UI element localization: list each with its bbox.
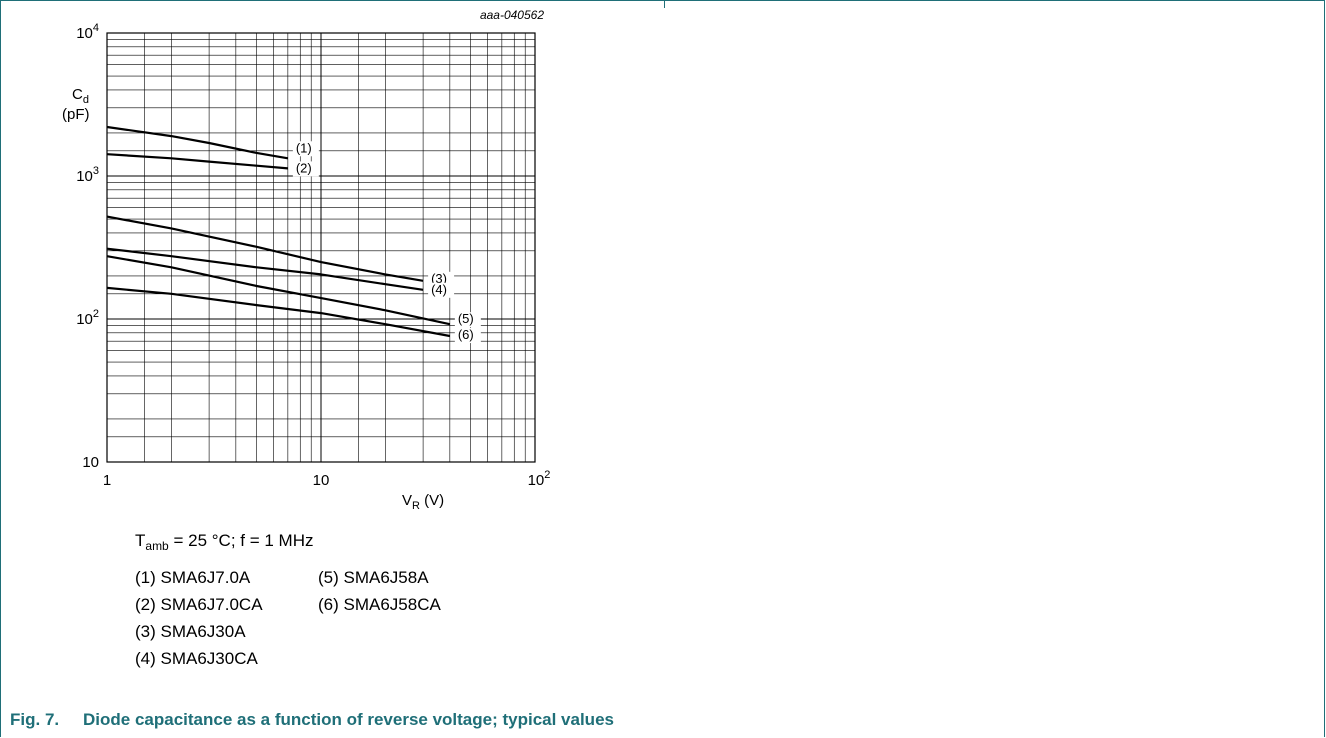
series-label-bg — [454, 312, 481, 328]
conditions-rest: = 25 °C; f = 1 MHz — [168, 531, 314, 550]
series-label-bg — [428, 282, 455, 298]
test-conditions: Tamb = 25 °C; f = 1 MHz — [135, 531, 313, 553]
legend-item: (1) SMA6J7.0A — [135, 568, 251, 587]
frame-divider — [664, 0, 665, 8]
figure-number: Fig. 7. — [10, 710, 60, 729]
series-line — [106, 286, 450, 338]
legend-item: (2) SMA6J7.0CA — [135, 595, 263, 614]
series-label: (4) — [431, 282, 447, 297]
series-line — [106, 125, 289, 160]
y-axis-unit: (pF) — [62, 106, 90, 123]
series-line — [106, 255, 451, 326]
x-axis-label: VR (V) — [402, 492, 444, 512]
y-axis-label: Cd — [72, 86, 89, 106]
conditions-t-sub: amb — [145, 539, 169, 553]
legend-item: (5) SMA6J58A — [318, 568, 429, 587]
series-label: (3) — [431, 271, 447, 286]
series-label-bg — [454, 328, 481, 344]
legend-item: (3) SMA6J30A — [135, 622, 246, 641]
x-tick-label: 10 — [313, 472, 330, 489]
series-layer: (1) (2) (3)(4) (5)(6) — [106, 125, 481, 344]
series-line — [106, 247, 424, 291]
legend-column-2: (5) SMA6J58A (6) SMA6J58CA — [318, 564, 441, 618]
figure-title: Diode capacitance as a function of rever… — [83, 710, 614, 729]
x-tick-label: 102 — [528, 469, 551, 489]
y-tick-label: 102 — [76, 308, 99, 328]
plot-frame — [106, 32, 536, 463]
legend-item: (4) SMA6J30CA — [135, 649, 258, 668]
series-label: (5) — [458, 311, 474, 326]
series-label-bg — [292, 161, 319, 177]
y-tick-label: 103 — [76, 165, 99, 185]
series-line — [106, 153, 288, 170]
series-label: (2) — [296, 160, 312, 175]
legend-column-1: (1) SMA6J7.0A (2) SMA6J7.0CA (3) SMA6J30… — [135, 564, 263, 672]
conditions-t: T — [135, 531, 146, 550]
series-label: (1) — [296, 140, 312, 155]
figure-caption: Fig. 7. Diode capacitance as a function o… — [10, 710, 614, 730]
series-label-bg — [292, 141, 319, 157]
y-tick-label: 10 — [82, 454, 99, 471]
doc-code: aaa-040562 — [480, 8, 544, 22]
series-label: (6) — [458, 327, 474, 342]
legend-item: (6) SMA6J58CA — [318, 595, 441, 614]
series-line — [106, 215, 424, 282]
x-tick-label: 1 — [103, 472, 111, 489]
plot-border — [106, 32, 536, 463]
y-tick-label: 104 — [76, 22, 99, 42]
